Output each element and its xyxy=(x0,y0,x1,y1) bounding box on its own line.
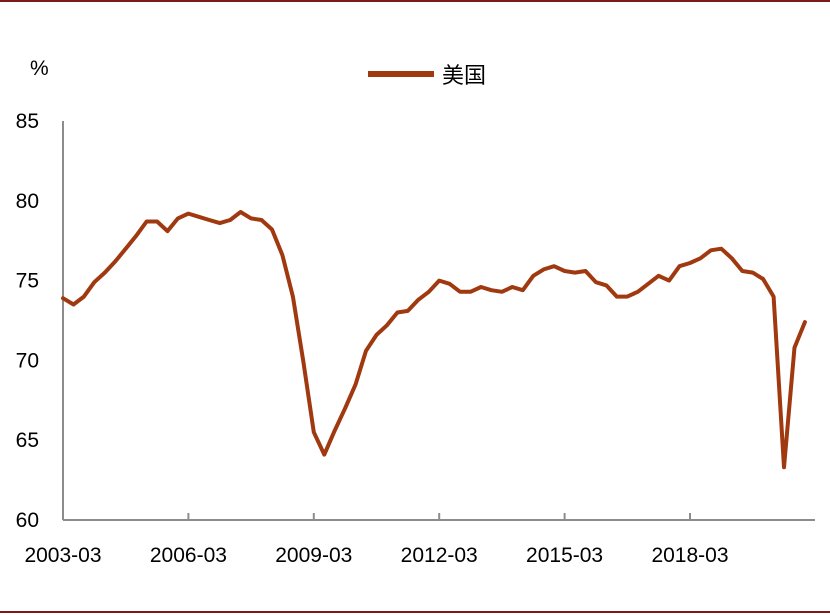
data-point xyxy=(510,285,514,289)
data-point xyxy=(458,290,462,294)
legend-label: 美国 xyxy=(442,64,486,89)
data-point xyxy=(406,309,410,313)
data-point xyxy=(260,218,264,222)
x-tick-label: 2006-03 xyxy=(150,544,227,567)
data-point xyxy=(604,283,608,287)
data-point xyxy=(563,269,567,273)
data-point xyxy=(207,218,211,222)
y-unit-label: % xyxy=(30,57,49,80)
data-point xyxy=(322,453,326,457)
data-point xyxy=(186,212,190,216)
data-point xyxy=(291,295,295,299)
data-point xyxy=(615,295,619,299)
data-point xyxy=(573,271,577,275)
data-point xyxy=(479,285,483,289)
data-point xyxy=(416,298,420,302)
data-point xyxy=(531,274,535,278)
data-point xyxy=(343,406,347,410)
data-point xyxy=(239,210,243,214)
data-point xyxy=(176,216,180,220)
y-tick-label: 60 xyxy=(16,509,39,532)
series-line-us xyxy=(61,210,807,470)
y-axis-ticks: 60 65 70 75 80 85 xyxy=(16,110,39,532)
data-point xyxy=(103,271,107,275)
data-point xyxy=(657,274,661,278)
data-point xyxy=(270,228,274,232)
x-tick-label: 2015-03 xyxy=(526,544,603,567)
data-point xyxy=(92,280,96,284)
y-tick-label: 70 xyxy=(16,349,39,372)
data-point xyxy=(218,221,222,225)
data-point xyxy=(489,288,493,292)
data-point xyxy=(280,253,284,257)
data-point xyxy=(375,333,379,337)
data-point xyxy=(333,429,337,433)
data-point xyxy=(469,290,473,294)
data-point xyxy=(71,303,75,307)
x-axis-ticks: 2003-03 2006-03 2009-03 2012-03 2015-03 2018-… xyxy=(24,513,729,567)
data-point xyxy=(740,269,744,273)
data-point xyxy=(228,218,232,222)
y-tick-label: 65 xyxy=(16,429,39,452)
y-tick-label: 80 xyxy=(16,190,39,213)
data-point xyxy=(448,282,452,286)
data-point xyxy=(678,264,682,268)
data-point xyxy=(625,295,629,299)
bottom-border xyxy=(0,611,830,613)
data-point xyxy=(552,264,556,268)
data-point xyxy=(113,259,117,263)
data-point xyxy=(155,220,159,224)
x-tick-label: 2009-03 xyxy=(275,544,352,567)
data-point xyxy=(301,360,305,364)
data-point xyxy=(688,261,692,265)
data-point xyxy=(709,248,713,252)
data-point xyxy=(166,229,170,233)
x-tick-label: 2012-03 xyxy=(401,544,478,567)
data-point xyxy=(646,282,650,286)
data-point xyxy=(395,311,399,315)
data-point xyxy=(61,296,65,300)
data-point xyxy=(427,290,431,294)
data-point xyxy=(730,256,734,260)
data-point xyxy=(772,295,776,299)
x-tick-label: 2003-03 xyxy=(24,544,101,567)
data-point xyxy=(500,290,504,294)
data-point xyxy=(197,215,201,219)
data-point xyxy=(124,247,128,251)
data-point xyxy=(312,430,316,434)
data-point xyxy=(134,234,138,238)
data-point xyxy=(667,279,671,283)
data-point xyxy=(542,267,546,271)
data-point xyxy=(751,271,755,275)
data-point xyxy=(782,465,786,469)
data-point xyxy=(249,216,253,220)
data-point xyxy=(354,382,358,386)
legend: 美国 xyxy=(368,64,486,89)
data-point xyxy=(584,269,588,273)
data-point xyxy=(385,323,389,327)
data-point xyxy=(82,295,86,299)
top-border xyxy=(0,0,830,2)
x-tick-label: 2018-03 xyxy=(651,544,728,567)
data-point xyxy=(437,279,441,283)
y-tick-label: 85 xyxy=(16,110,39,133)
data-point xyxy=(594,280,598,284)
data-point xyxy=(793,346,797,350)
data-point xyxy=(698,256,702,260)
data-point xyxy=(636,290,640,294)
data-point xyxy=(719,247,723,251)
data-point xyxy=(364,349,368,353)
data-point xyxy=(803,320,807,324)
y-tick-label: 75 xyxy=(16,270,39,293)
data-point xyxy=(521,288,525,292)
data-point xyxy=(761,277,765,281)
series-layer xyxy=(61,210,807,470)
data-point xyxy=(145,220,149,224)
